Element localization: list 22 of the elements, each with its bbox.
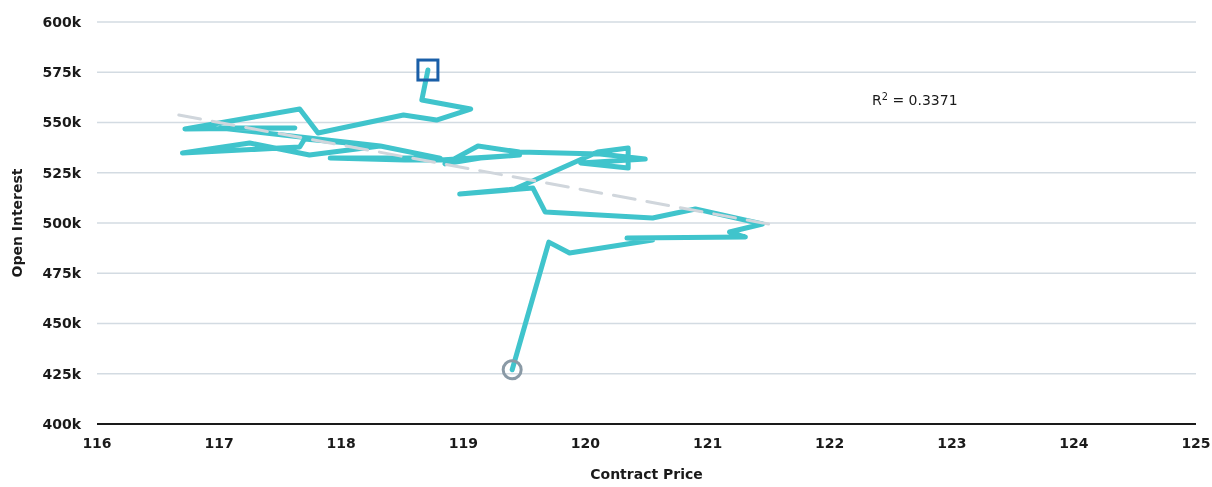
x-tick-label: 124 [1059, 435, 1089, 451]
x-tick-label: 119 [448, 435, 478, 451]
y-tick-label: 575k [42, 64, 82, 81]
y-tick-label: 475k [42, 265, 82, 282]
x-tick-label: 120 [570, 435, 601, 451]
y-tick-label: 500k [42, 214, 82, 231]
y-tick-label: 400k [42, 415, 82, 432]
x-tick-label: 118 [326, 435, 356, 451]
x-tick-label: 117 [204, 435, 234, 451]
x-tick-label: 123 [937, 435, 967, 451]
x-tick-label: 125 [1181, 435, 1211, 451]
y-tick-label: 450k [42, 315, 82, 332]
x-tick-label: 116 [82, 435, 112, 451]
y-tick-label: 525k [42, 164, 82, 181]
x-tick-label: 121 [692, 435, 723, 451]
y-tick-label: 600k [42, 13, 82, 30]
annotation: R$^{2}$ = 0.3371 [872, 90, 958, 108]
y-tick-label: 425k [42, 365, 82, 382]
y-axis-title: Open Interest [9, 168, 25, 278]
y-tick-label: 550k [42, 114, 82, 131]
x-tick-label: 122 [815, 435, 845, 451]
x-axis-title: Contract Price [590, 466, 703, 482]
